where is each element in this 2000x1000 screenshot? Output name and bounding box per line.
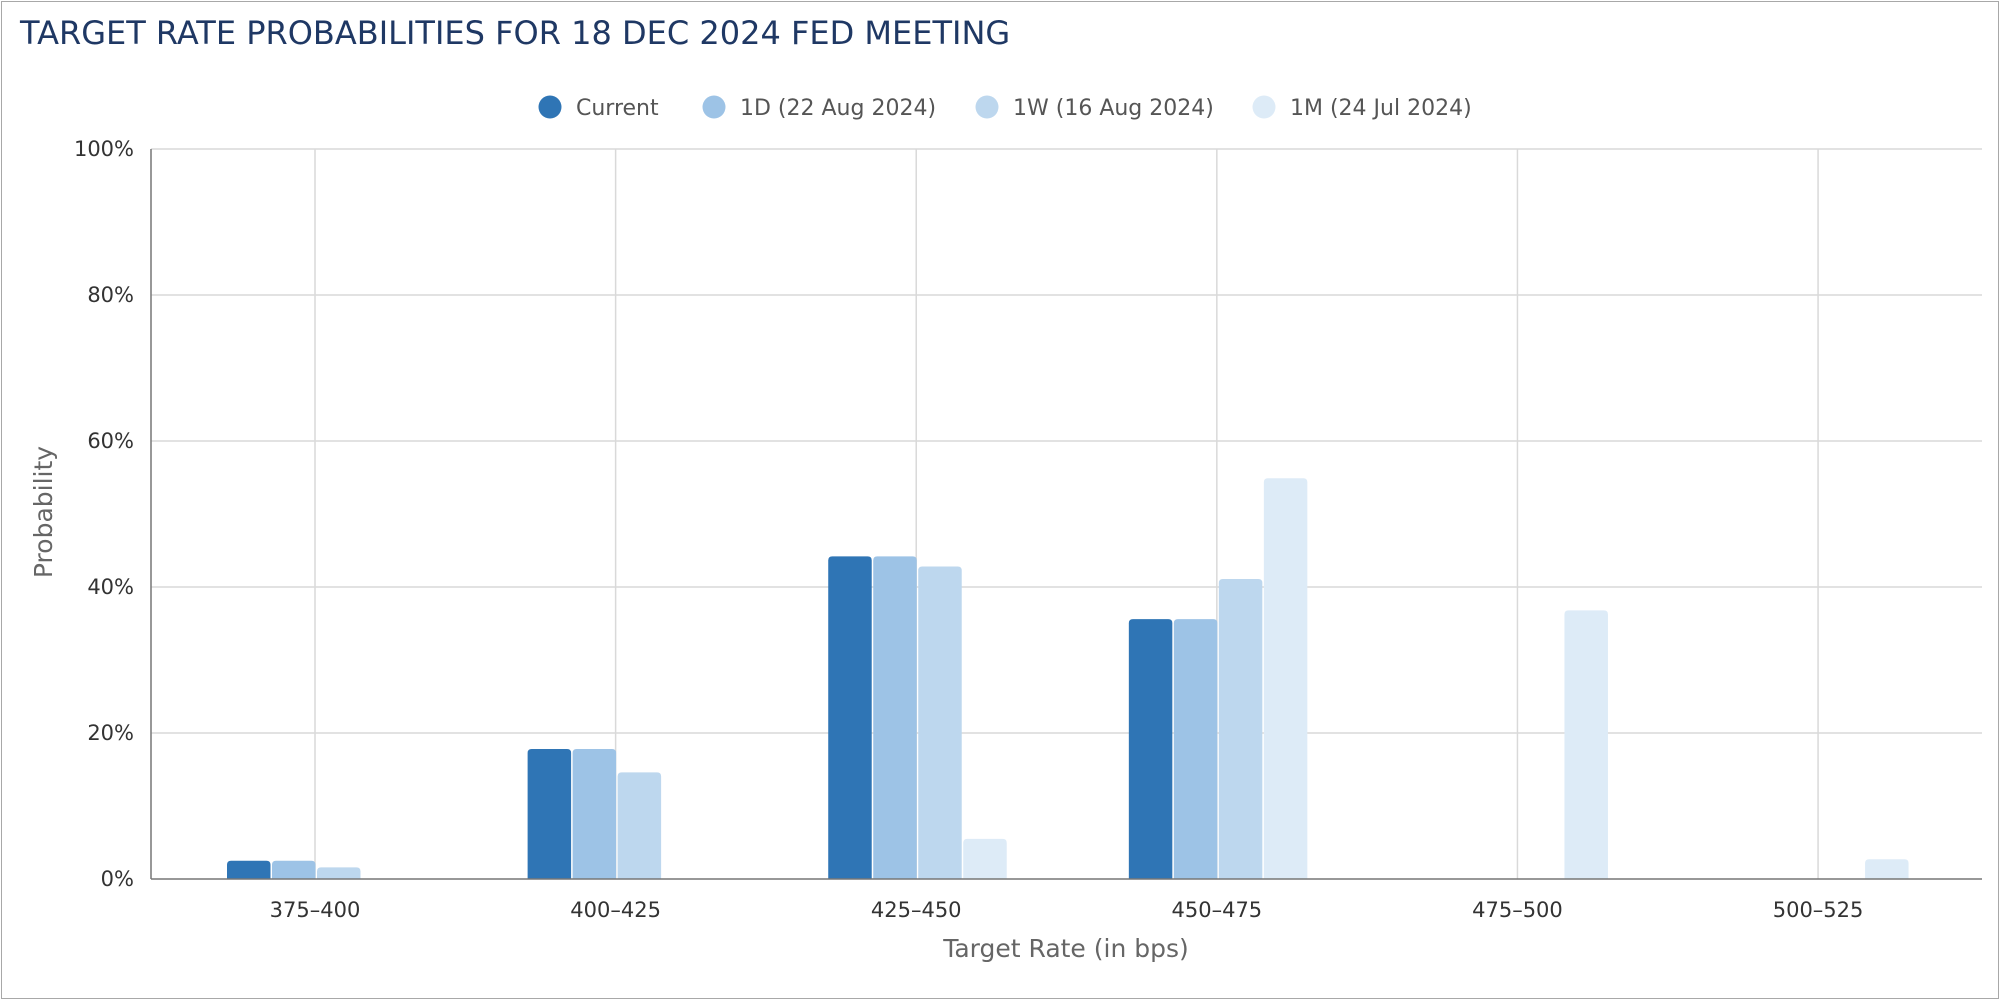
legend-label: Current bbox=[576, 96, 659, 121]
x-tick-label: 375–400 bbox=[270, 898, 361, 922]
legend-item-1w-16-aug-2024[interactable]: 1W (16 Aug 2024) bbox=[975, 95, 1214, 122]
legend-item-current[interactable]: Current bbox=[538, 95, 660, 122]
y-tick-label: 60% bbox=[87, 429, 134, 453]
x-axis-title: Target Rate (in bps) bbox=[942, 934, 1189, 963]
legend-label: 1D (22 Aug 2024) bbox=[740, 96, 936, 121]
x-tick-label: 500–525 bbox=[1773, 898, 1864, 922]
x-tick-label: 400–425 bbox=[570, 898, 661, 922]
bars bbox=[227, 478, 1909, 879]
y-tick-label: 20% bbox=[87, 721, 134, 745]
legend-swatch bbox=[538, 95, 562, 119]
bar-current-375-400[interactable] bbox=[227, 860, 271, 879]
legend-swatch bbox=[1252, 95, 1276, 119]
bar-1w-16-aug-2024-425-450[interactable] bbox=[918, 566, 962, 879]
y-tick-label: 40% bbox=[87, 575, 134, 599]
legend-label: 1M (24 Jul 2024) bbox=[1290, 96, 1472, 121]
bar-1d-22-aug-2024-450-475[interactable] bbox=[1173, 619, 1218, 879]
bar-current-450-475[interactable] bbox=[1128, 619, 1173, 879]
y-tick-label: 0% bbox=[101, 867, 134, 891]
bar-1w-16-aug-2024-450-475[interactable] bbox=[1218, 578, 1263, 879]
legend-swatch bbox=[975, 95, 999, 119]
x-tick-label: 475–500 bbox=[1472, 898, 1563, 922]
bar-1w-16-aug-2024-375-400[interactable] bbox=[317, 867, 361, 879]
legend-item-1d-22-aug-2024[interactable]: 1D (22 Aug 2024) bbox=[702, 95, 937, 122]
legend: Current 1D (22 Aug 2024) 1W (16 Aug 2024) 1… bbox=[538, 95, 1472, 122]
y-tick-label: 80% bbox=[87, 283, 134, 307]
gridlines bbox=[151, 148, 1982, 879]
bar-current-425-450[interactable] bbox=[828, 556, 872, 879]
y-axis-ticks: 0% 20% 40% 60% 80% 100% bbox=[74, 137, 134, 891]
bar-1m-24-jul-2024-500-525[interactable] bbox=[1865, 859, 1909, 879]
chart-title: TARGET RATE PROBABILITIES FOR 18 DEC 202… bbox=[19, 14, 1010, 52]
bar-1m-24-jul-2024-450-475[interactable] bbox=[1263, 478, 1308, 879]
x-tick-label: 425–450 bbox=[871, 898, 962, 922]
bar-1d-22-aug-2024-375-400[interactable] bbox=[272, 860, 316, 879]
bar-1d-22-aug-2024-425-450[interactable] bbox=[873, 556, 917, 879]
bar-1d-22-aug-2024-400-425[interactable] bbox=[572, 749, 617, 879]
y-axis-title: Probability bbox=[29, 446, 58, 578]
axes bbox=[150, 149, 1982, 880]
y-tick-label: 100% bbox=[74, 137, 134, 161]
legend-swatch bbox=[702, 95, 726, 119]
legend-label: 1W (16 Aug 2024) bbox=[1013, 96, 1214, 121]
x-axis-ticks: 375–400 400–425 425–450 450–475 475–500 500–5… bbox=[270, 898, 1864, 922]
bar-1w-16-aug-2024-400-425[interactable] bbox=[617, 772, 662, 879]
legend-item-1m-24-jul-2024[interactable]: 1M (24 Jul 2024) bbox=[1252, 95, 1472, 122]
x-tick-label: 450–475 bbox=[1172, 898, 1263, 922]
bar-1m-24-jul-2024-475-500[interactable] bbox=[1564, 610, 1608, 879]
bar-1m-24-jul-2024-425-450[interactable] bbox=[963, 838, 1007, 879]
bar-current-400-425[interactable] bbox=[527, 749, 572, 879]
